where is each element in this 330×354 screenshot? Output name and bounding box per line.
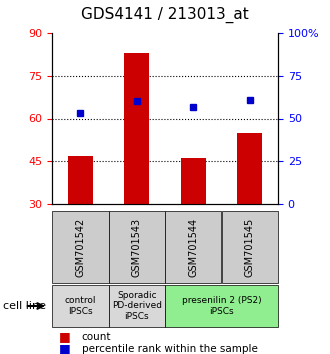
Text: ■: ■	[59, 331, 70, 343]
Text: GSM701543: GSM701543	[132, 217, 142, 276]
Bar	[181, 158, 206, 204]
Text: presenilin 2 (PS2)
iPSCs: presenilin 2 (PS2) iPSCs	[182, 296, 261, 316]
Text: cell line: cell line	[3, 301, 46, 311]
Bar	[237, 133, 262, 204]
Text: GSM701542: GSM701542	[75, 217, 85, 276]
Text: GDS4141 / 213013_at: GDS4141 / 213013_at	[81, 7, 249, 23]
Text: count: count	[82, 332, 111, 342]
Text: percentile rank within the sample: percentile rank within the sample	[82, 344, 258, 354]
Bar	[68, 155, 93, 204]
Text: GSM701545: GSM701545	[245, 217, 255, 276]
Text: Sporadic
PD-derived
iPSCs: Sporadic PD-derived iPSCs	[112, 291, 162, 321]
Text: GSM701544: GSM701544	[188, 217, 198, 276]
Text: ■: ■	[59, 343, 70, 354]
Text: control
IPSCs: control IPSCs	[64, 296, 96, 316]
Bar	[124, 53, 149, 204]
